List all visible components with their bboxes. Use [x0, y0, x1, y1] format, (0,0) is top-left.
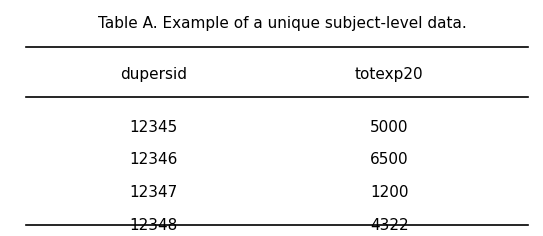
- Text: 12347: 12347: [130, 185, 178, 200]
- Text: 6500: 6500: [370, 152, 408, 168]
- Text: Table A. Example of a unique subject-level data.: Table A. Example of a unique subject-lev…: [98, 16, 466, 31]
- Text: totexp20: totexp20: [355, 67, 424, 82]
- Text: dupersid: dupersid: [121, 67, 187, 82]
- Text: 4322: 4322: [370, 218, 408, 233]
- Text: 12345: 12345: [130, 120, 178, 135]
- Text: 1200: 1200: [370, 185, 408, 200]
- Text: 12346: 12346: [130, 152, 178, 168]
- Text: 5000: 5000: [370, 120, 408, 135]
- Text: 12348: 12348: [130, 218, 178, 233]
